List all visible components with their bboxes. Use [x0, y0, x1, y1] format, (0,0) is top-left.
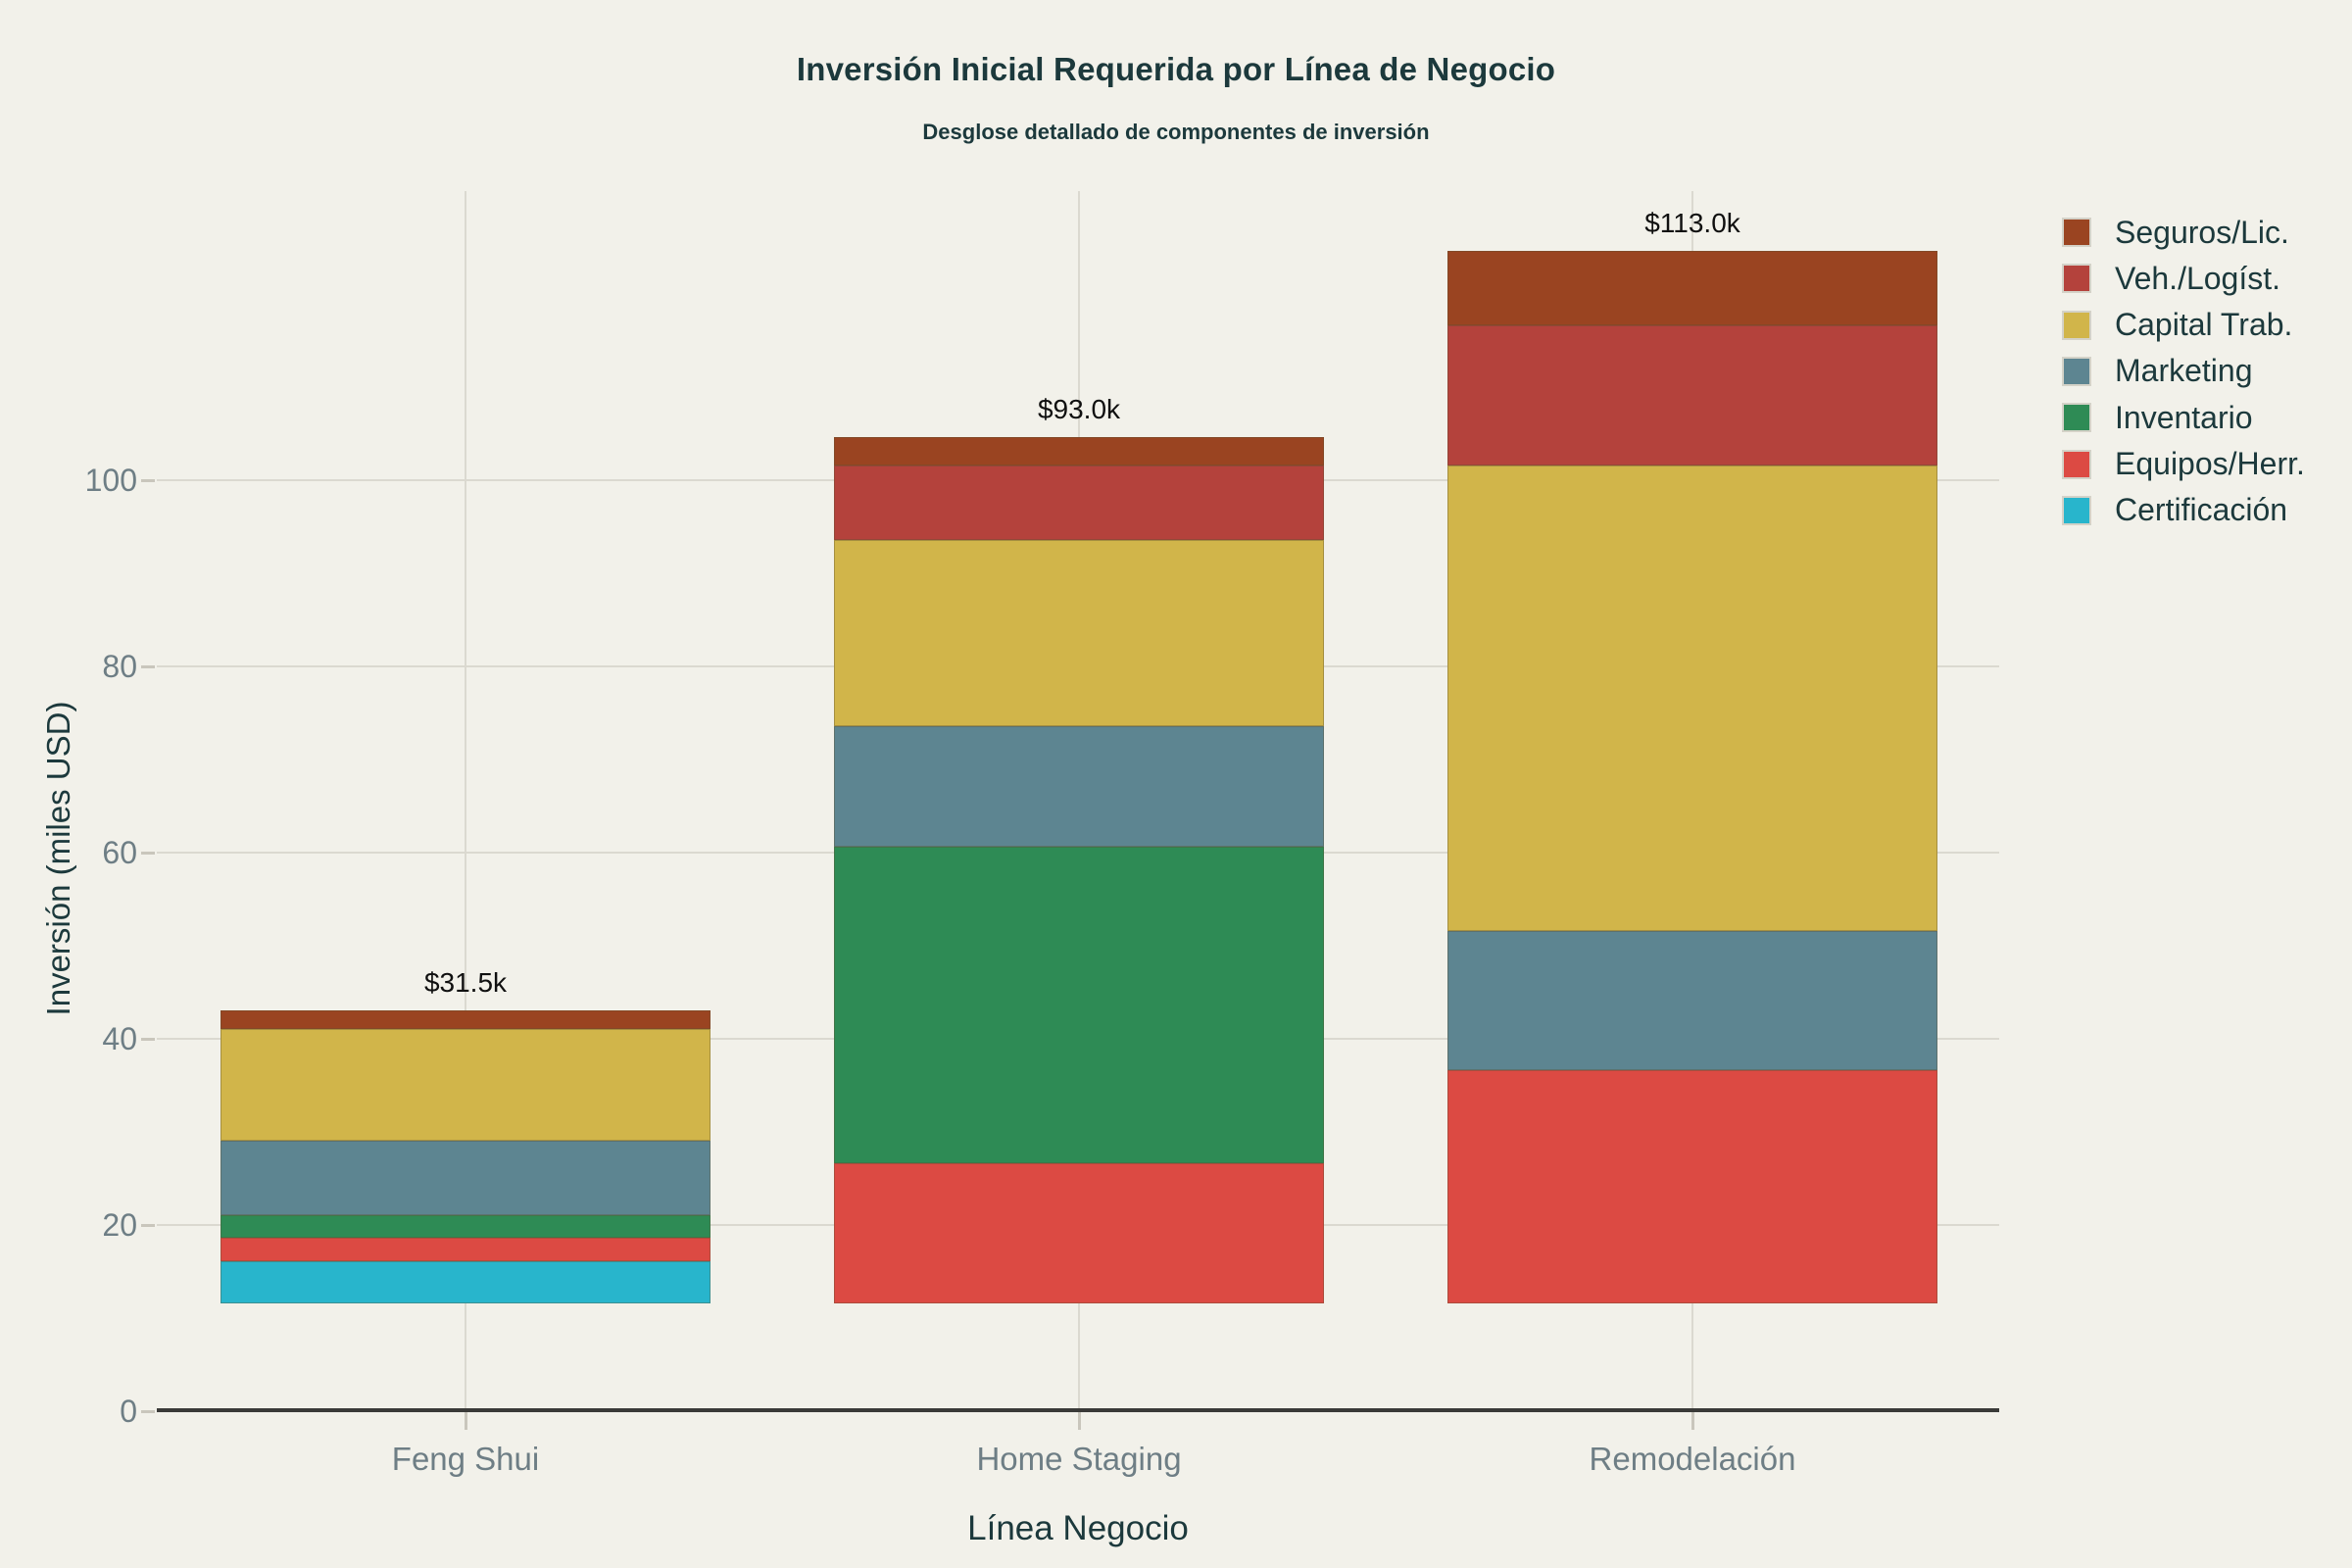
y-tick-label: 80	[102, 649, 137, 684]
y-tick-mark	[141, 1224, 155, 1227]
legend-item-certificaci-n[interactable]: Certificación	[2054, 491, 2287, 530]
legend-swatch	[2062, 403, 2091, 433]
x-tick-mark	[1078, 1412, 1081, 1430]
legend-swatch	[2062, 449, 2091, 479]
bar-segment-marketing[interactable]	[834, 725, 1324, 848]
y-tick-label: 60	[102, 835, 137, 870]
bar-segment-certificaci-n[interactable]	[220, 1261, 710, 1303]
y-tick-mark	[141, 1410, 155, 1413]
bar-segment-inventario[interactable]	[220, 1214, 710, 1239]
y-tick-mark	[141, 479, 155, 482]
y-tick-label: 100	[84, 463, 137, 498]
bar-segment-veh-log-st-[interactable]	[834, 465, 1324, 540]
bar-segment-veh-log-st-[interactable]	[1447, 325, 1937, 466]
y-tick-label: 0	[120, 1394, 137, 1429]
bar-total-label: $113.0k	[1644, 208, 1740, 239]
bar-segment-equipos-herr-[interactable]	[220, 1238, 710, 1262]
bar-segment-equipos-herr-[interactable]	[834, 1163, 1324, 1303]
legend-item-veh-log-st-[interactable]: Veh./Logíst.	[2054, 259, 2280, 298]
legend-item-seguros-lic-[interactable]: Seguros/Lic.	[2054, 213, 2289, 252]
bar-segment-capital-trab-[interactable]	[834, 539, 1324, 726]
legend-label: Seguros/Lic.	[2115, 214, 2289, 250]
bar-segment-capital-trab-[interactable]	[220, 1028, 710, 1141]
bar-segment-seguros-lic-[interactable]	[1447, 251, 1937, 326]
bar-segment-seguros-lic-[interactable]	[834, 437, 1324, 466]
legend-swatch	[2062, 495, 2091, 525]
y-tick-mark	[141, 1038, 155, 1041]
bar-total-label: $31.5k	[423, 966, 508, 998]
bar-segment-marketing[interactable]	[1447, 930, 1937, 1071]
bar-segment-inventario[interactable]	[834, 847, 1324, 1164]
x-axis-title: Línea Negocio	[967, 1509, 1189, 1547]
legend-label: Capital Trab.	[2115, 307, 2293, 343]
legend-swatch	[2062, 356, 2091, 386]
y-tick-label: 40	[102, 1021, 137, 1056]
legend-item-marketing[interactable]: Marketing	[2054, 352, 2253, 391]
legend-item-capital-trab-[interactable]: Capital Trab.	[2054, 306, 2292, 345]
legend-item-equipos-herr-[interactable]: Equipos/Herr.	[2054, 445, 2305, 484]
legend-item-inventario[interactable]: Inventario	[2054, 398, 2253, 437]
bar-segment-capital-trab-[interactable]	[1447, 465, 1937, 931]
legend-label: Marketing	[2115, 353, 2253, 389]
legend-swatch	[2062, 218, 2091, 247]
x-tick-label: Home Staging	[976, 1441, 1182, 1477]
y-tick-mark	[141, 665, 155, 668]
legend-label: Inventario	[2115, 399, 2253, 435]
legend-label: Veh./Logíst.	[2115, 260, 2281, 296]
bar-segment-seguros-lic-[interactable]	[220, 1009, 710, 1029]
bar-segment-marketing[interactable]	[220, 1140, 710, 1215]
x-tick-label: Remodelación	[1589, 1441, 1796, 1477]
legend-label: Certificación	[2115, 492, 2288, 528]
legend-swatch	[2062, 264, 2091, 294]
chart-subtitle: Desglose detallado de componentes de inv…	[922, 120, 1430, 144]
x-tick-mark	[1691, 1412, 1694, 1430]
chart-title: Inversión Inicial Requerida por Línea de…	[796, 51, 1556, 87]
x-axis-baseline	[157, 1408, 1999, 1412]
legend-label: Equipos/Herr.	[2115, 446, 2305, 481]
x-tick-mark	[465, 1412, 467, 1430]
bar-segment-equipos-herr-[interactable]	[1447, 1070, 1937, 1303]
y-tick-mark	[141, 852, 155, 855]
legend-swatch	[2062, 310, 2091, 340]
bar-total-label: $93.0k	[1037, 394, 1121, 425]
y-tick-label: 20	[102, 1207, 137, 1243]
x-tick-label: Feng Shui	[391, 1441, 540, 1477]
vertical-gridline	[465, 191, 466, 1409]
